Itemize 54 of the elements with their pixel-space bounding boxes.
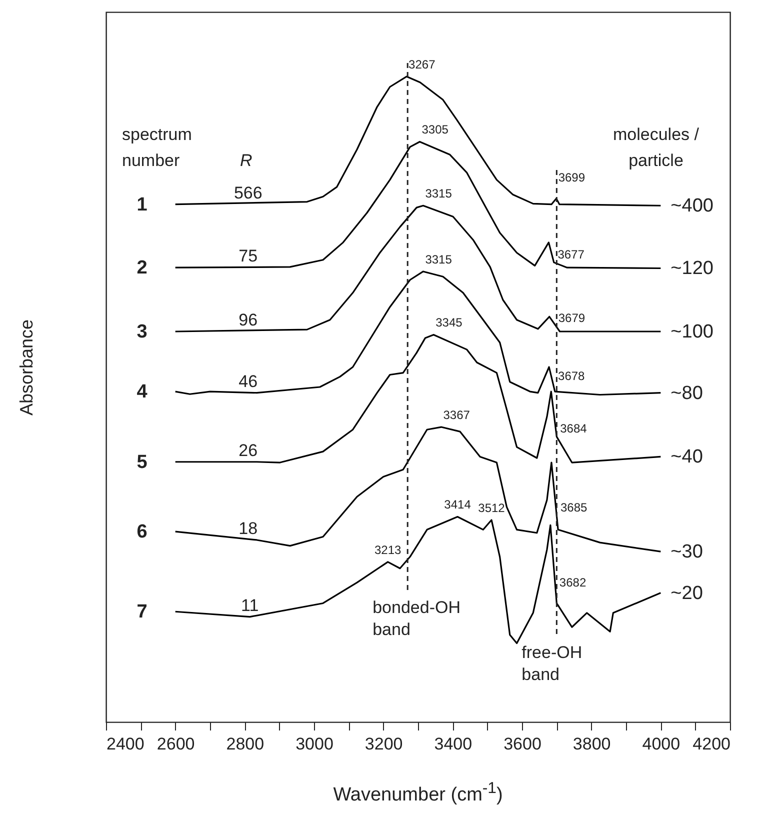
x-tick-label: 3800 [572, 734, 611, 754]
annotation: 3678 [558, 369, 586, 384]
x-tick-label: 3600 [504, 734, 542, 754]
y-axis-title: Absorbance [16, 319, 36, 416]
annotation: 4 [136, 382, 148, 403]
annotation: 3682 [559, 576, 586, 590]
x-tick-label: 2800 [226, 734, 264, 754]
annotation: ~400 [670, 196, 714, 217]
annotation: 3685 [560, 500, 588, 515]
annotation: 3305 [422, 122, 449, 137]
annotation: 2 [136, 258, 148, 279]
x-tick-label: 3000 [296, 734, 334, 754]
annotation: 3699 [558, 170, 586, 184]
annotation: 3684 [560, 421, 588, 436]
annotation: 6 [136, 522, 148, 543]
x-tick-label: 4000 [642, 734, 680, 754]
x-tick-label: 3200 [364, 734, 403, 754]
ref-line-label: bonded-OH band [372, 598, 460, 639]
annotation: 3679 [558, 310, 586, 325]
annotation: 3315 [425, 186, 452, 201]
x-axis-title: Wavenumber (cm$^{-1}$) [332, 780, 504, 806]
annotation: 5 [136, 452, 148, 473]
annotation: ~80 [670, 382, 703, 404]
annotation: 3512 [478, 500, 506, 515]
annotation: 75 [238, 246, 258, 266]
annotation: 3213 [374, 542, 402, 557]
x-tick-label: 4200 [692, 734, 730, 754]
annotation: 26 [238, 440, 258, 460]
annotation: ~120 [670, 258, 714, 280]
annotation: 3677 [558, 248, 585, 262]
annotation: 3315 [425, 252, 452, 266]
annotation: 7 [136, 602, 148, 623]
annotation: spectrum number [122, 125, 192, 170]
x-tick-label: 2600 [156, 734, 195, 754]
annotation: 566 [234, 183, 262, 202]
annotation: 46 [238, 372, 258, 391]
annotation: ~30 [670, 542, 703, 563]
annotation: R [240, 150, 254, 172]
annotation: 96 [238, 310, 258, 330]
annotation: 3267 [408, 58, 436, 72]
annotation: 11 [241, 596, 259, 615]
ref-line-label: free-OH band [522, 643, 582, 684]
x-tick-label: 3400 [434, 734, 472, 754]
annotation: ~40 [670, 446, 703, 468]
annotation: 3 [136, 322, 148, 342]
annotation: molecules / particle [612, 124, 700, 172]
annotation: 3414 [444, 498, 472, 512]
annotation: 3367 [443, 408, 470, 422]
annotation: ~20 [670, 582, 703, 604]
annotation: ~100 [670, 322, 714, 342]
x-tick-label: 2400 [106, 734, 144, 754]
annotation: 18 [238, 518, 258, 538]
annotation: 3345 [436, 316, 463, 330]
annotation: 1 [136, 194, 148, 216]
